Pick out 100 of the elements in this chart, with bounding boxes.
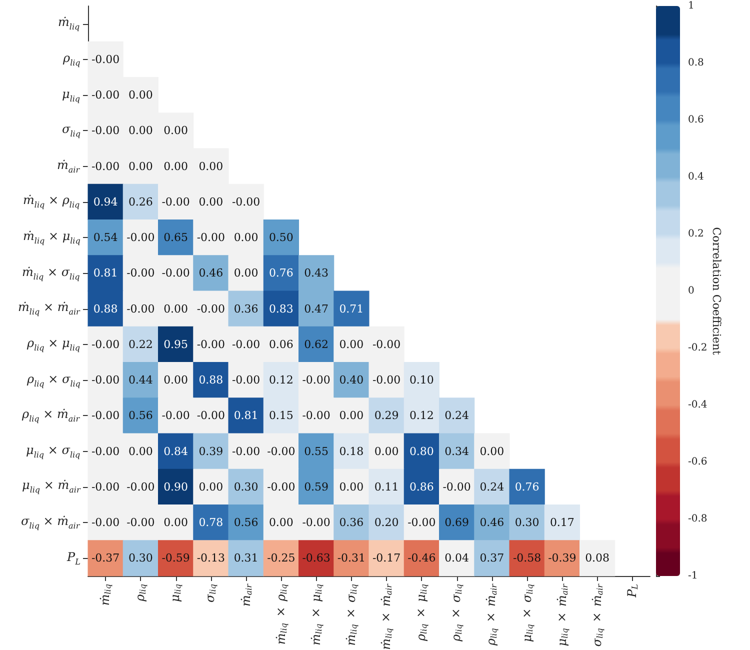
data-label: 0.00 xyxy=(268,516,294,530)
data-label: 0.31 xyxy=(234,552,258,565)
data-label: -0.17 xyxy=(372,552,401,565)
data-label: -0.00 xyxy=(162,409,190,422)
data-label: 0.40 xyxy=(339,374,364,387)
y-tick-label: μ$_{liq}$ xyxy=(62,86,80,103)
data-label: -0.00 xyxy=(91,409,120,422)
data-label: 0.55 xyxy=(304,444,329,458)
data-label: 0.06 xyxy=(268,338,294,351)
data-label: 0.00 xyxy=(198,480,224,494)
data-label: 0.00 xyxy=(339,480,364,494)
data-label: 0.84 xyxy=(164,444,188,458)
data-label: 0.62 xyxy=(304,338,329,351)
data-label: -0.00 xyxy=(232,338,260,351)
data-label: 0.26 xyxy=(128,195,153,208)
data-label: 0.00 xyxy=(480,444,504,458)
data-label: 0.11 xyxy=(374,480,399,494)
data-label: -0.00 xyxy=(91,88,120,102)
data-label: -0.00 xyxy=(196,338,226,351)
color-bar-label: -1 xyxy=(688,570,698,582)
data-label: 0.22 xyxy=(128,338,153,351)
y-tick-label: σ$_{liq}$ xyxy=(62,122,80,139)
data-label: -0.25 xyxy=(267,552,296,565)
data-label: 0.81 xyxy=(93,266,118,280)
data-label: 0.12 xyxy=(268,374,294,387)
y-tick-label: ṁ$_{air}$ xyxy=(57,158,80,174)
data-label: 0.80 xyxy=(409,444,434,458)
data-label: 0.30 xyxy=(128,552,153,565)
color-bar-label: -0.2 xyxy=(688,342,708,354)
data-label: 0.94 xyxy=(93,195,118,208)
data-label: 0.56 xyxy=(128,409,153,422)
data-label: -0.00 xyxy=(408,516,436,530)
y-tick-label: ṁ$_{liq}$ × σ$_{liq}$ xyxy=(22,264,80,282)
data-label: 0.37 xyxy=(480,552,504,565)
data-label: -0.00 xyxy=(126,302,155,316)
color-bar-label: -0.6 xyxy=(688,456,708,468)
data-label: -0.00 xyxy=(302,374,330,387)
data-label: 0.76 xyxy=(268,266,294,280)
data-label: 0.17 xyxy=(550,516,574,530)
data-label: -0.59 xyxy=(162,552,190,565)
data-label: 0.00 xyxy=(374,444,399,458)
data-label: 0.43 xyxy=(304,266,329,280)
data-label: 0.54 xyxy=(93,231,118,244)
color-bar-label: -0.4 xyxy=(688,400,708,410)
data-label: -0.37 xyxy=(91,552,120,565)
data-label: -0.00 xyxy=(91,160,120,173)
data-label: -0.00 xyxy=(162,266,190,280)
data-label: 0.29 xyxy=(374,409,399,422)
y-tick-label: σ$_{liq}$ × ṁ$_{air}$ xyxy=(21,514,80,530)
data-label: 0.90 xyxy=(164,480,188,494)
data-label: -0.00 xyxy=(91,374,120,387)
data-label: -0.13 xyxy=(196,552,226,565)
color-bar-label: 0.8 xyxy=(688,58,704,68)
y-tick-label: μ$_{liq}$ × σ$_{liq}$ xyxy=(26,442,80,460)
data-label: -0.46 xyxy=(408,552,436,565)
data-label: 0.71 xyxy=(339,302,364,316)
data-label: 0.69 xyxy=(444,516,470,530)
y-tick-label: P$_{L}$ xyxy=(67,550,80,566)
data-label: -0.00 xyxy=(232,374,260,387)
y-tick-label: ρ$_{liq}$ × σ$_{liq}$ xyxy=(27,372,80,388)
data-label: 0.12 xyxy=(409,409,434,422)
data-label: 0.00 xyxy=(339,338,364,351)
color-bar-label: 1 xyxy=(688,0,694,12)
data-label: -0.00 xyxy=(91,516,120,530)
data-label: 0.95 xyxy=(164,338,188,351)
data-label: -0.00 xyxy=(91,338,120,351)
data-label: -0.00 xyxy=(126,266,155,280)
data-label: -0.00 xyxy=(372,374,401,387)
data-label: 0.83 xyxy=(268,302,294,316)
data-label: -0.00 xyxy=(196,409,226,422)
data-label: -0.00 xyxy=(372,338,401,351)
data-label: -0.00 xyxy=(302,516,330,530)
data-label: 0.00 xyxy=(164,516,188,530)
data-label: -0.00 xyxy=(267,444,296,458)
data-label: 0.88 xyxy=(198,374,224,387)
data-label: 0.00 xyxy=(198,160,224,173)
data-label: 0.30 xyxy=(234,480,258,494)
data-label: -0.00 xyxy=(91,52,120,66)
data-label: 0.86 xyxy=(409,480,434,494)
data-label: -0.00 xyxy=(162,195,190,208)
y-tick-label: μ$_{liq}$ × ṁ$_{air}$ xyxy=(22,478,80,495)
data-label: 0.18 xyxy=(339,444,364,458)
data-label: 0.34 xyxy=(444,444,470,458)
data-label: 0.56 xyxy=(234,516,258,530)
color-bar-label: 0 xyxy=(688,286,694,296)
data-label: 0.00 xyxy=(128,124,153,138)
data-label: -0.63 xyxy=(302,552,330,565)
y-tick-label: ρ$_{liq}$ × ṁ$_{air}$ xyxy=(22,407,80,424)
data-label: 0.00 xyxy=(128,88,153,102)
data-label: 0.46 xyxy=(480,516,504,530)
data-label: 0.08 xyxy=(585,552,610,565)
data-label: 0.59 xyxy=(304,480,329,494)
data-label: 0.15 xyxy=(268,409,294,422)
data-label: 0.00 xyxy=(128,444,153,458)
data-label: 0.65 xyxy=(164,231,188,244)
data-label: -0.00 xyxy=(442,480,471,494)
y-tick-label: ṁ$_{liq}$ xyxy=(58,15,80,32)
data-label: 0.24 xyxy=(480,480,504,494)
data-label: -0.00 xyxy=(232,195,260,208)
data-label: 0.36 xyxy=(234,302,258,316)
